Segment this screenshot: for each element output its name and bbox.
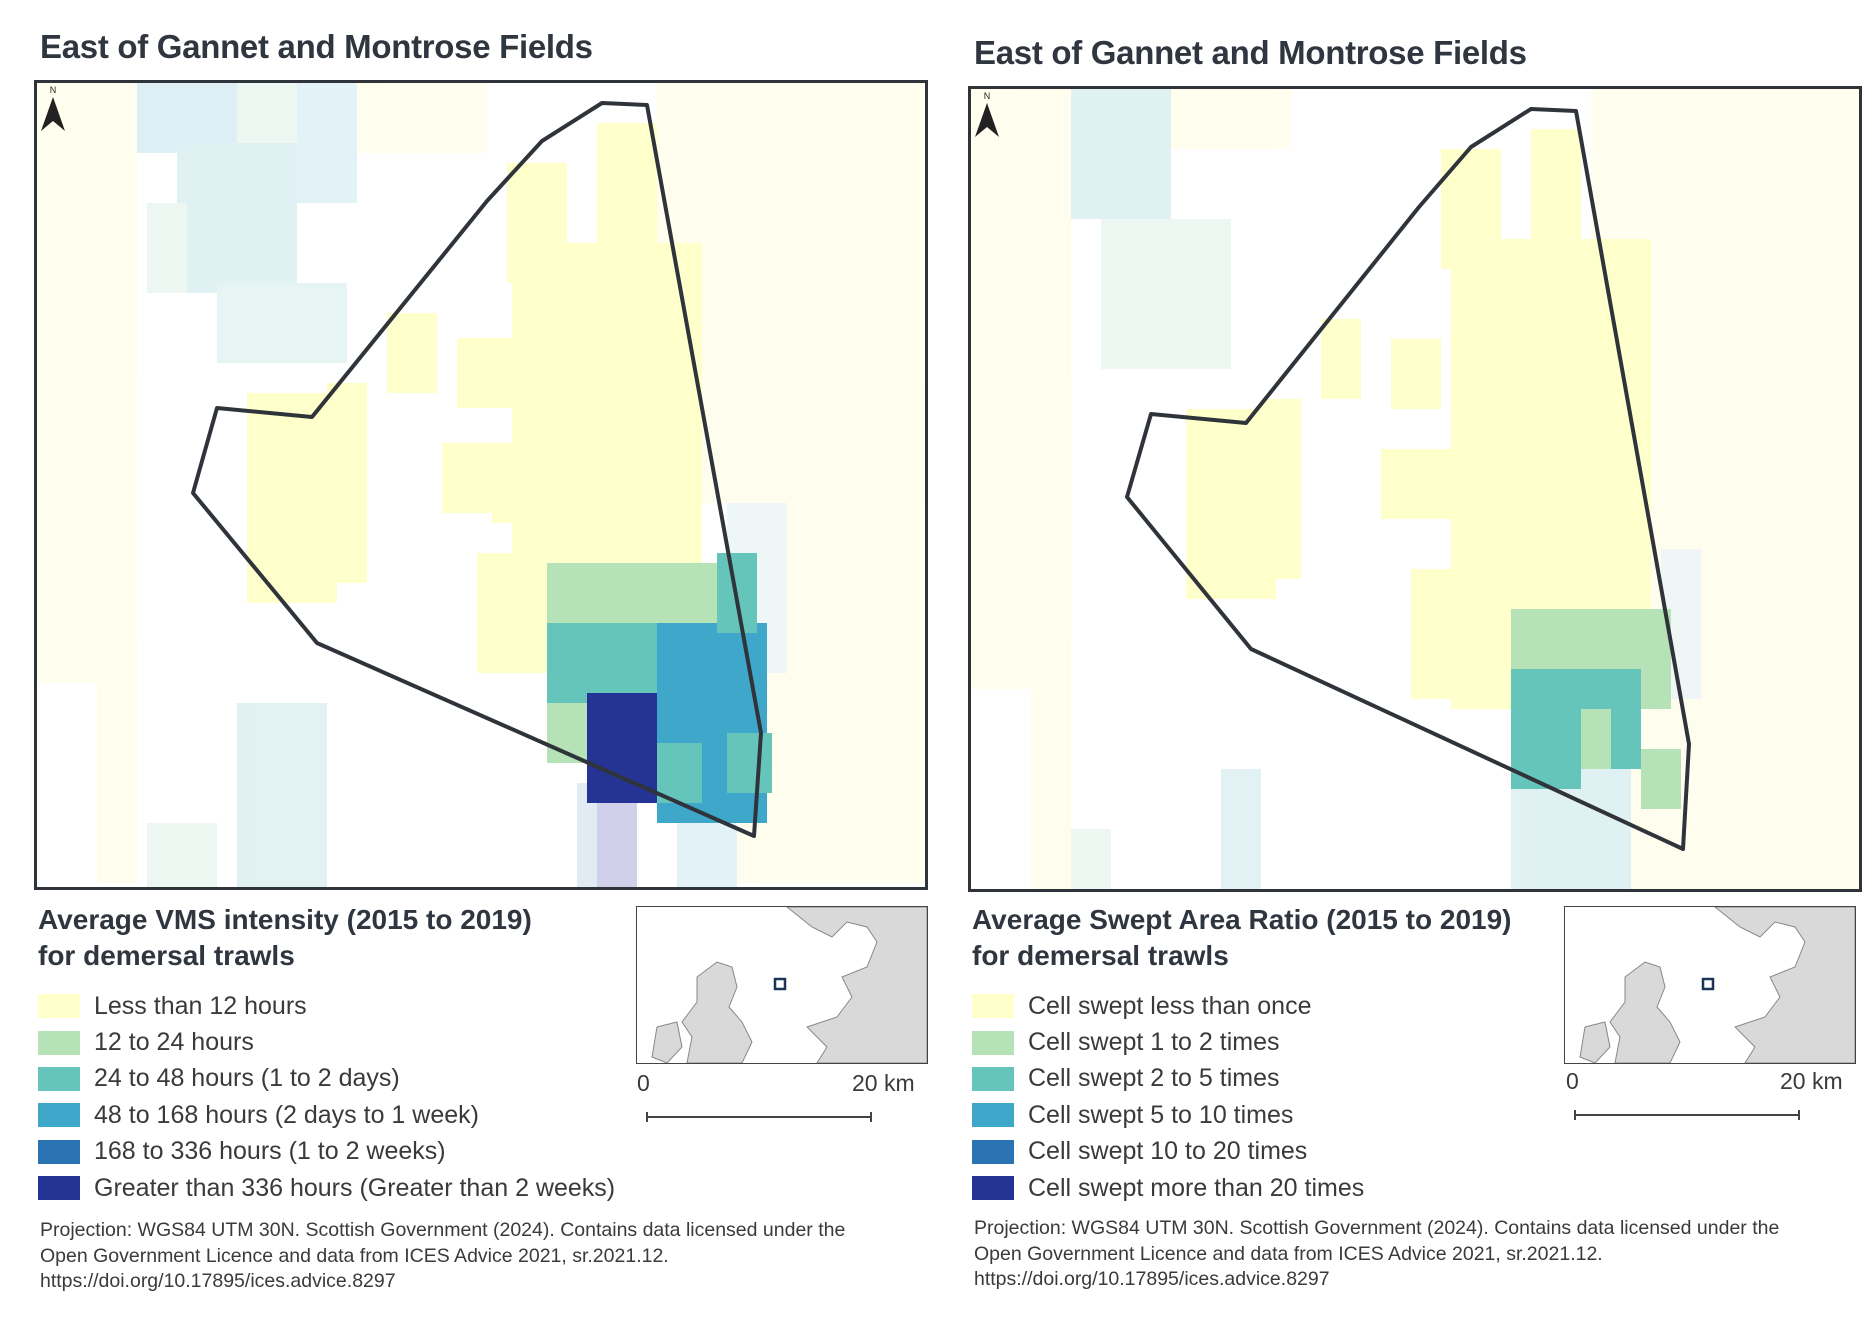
legend-label: Greater than 336 hours (Greater than 2 w… [94,1173,616,1202]
scale-max-label: 20 km [1780,1068,1843,1094]
legend-swatch [38,1139,80,1164]
legend: Cell swept less than once Cell swept 1 to… [972,988,1364,1206]
legend-label: 48 to 168 hours (2 days to 1 week) [94,1100,479,1129]
inside-cells [1186,129,1681,809]
legend-item: Cell swept more than 20 times [972,1170,1364,1206]
outside-cells [971,89,1859,889]
legend-swatch [972,1103,1014,1128]
legend-swatch [38,1066,80,1091]
legend-label: Cell swept less than once [1028,991,1312,1020]
legend-swatch [38,994,80,1019]
locator-inset-map [1564,906,1856,1064]
map-frame[interactable]: N [968,86,1862,892]
locator-inset-map [636,906,928,1064]
vms-intensity-map-panel: East of Gannet and Montrose Fields [0,0,930,1334]
legend-label: Cell swept more than 20 times [1028,1173,1365,1202]
legend-label: Less than 12 hours [94,991,307,1020]
legend-swatch [38,1103,80,1128]
scale-bar [646,1112,872,1122]
legend-swatch [972,1176,1014,1201]
legend-swatch [38,1030,80,1055]
legend-swatch [972,1066,1014,1091]
legend-label: 168 to 336 hours (1 to 2 weeks) [94,1137,446,1166]
svg-text:N: N [984,91,991,101]
site-boundary [1125,107,1691,851]
legend-label: Cell swept 1 to 2 times [1028,1028,1280,1057]
north-arrow-icon: N [975,91,999,137]
legend: Less than 12 hours 12 to 24 hours 24 to 48… [38,988,615,1206]
swept-area-ratio-map-panel: East of Gannet and Montrose Fields [934,0,1864,1334]
map-frame[interactable]: N [34,80,928,890]
scale-bar [1574,1110,1800,1120]
scale-zero-label: 0 [637,1070,650,1096]
legend-item: Cell swept 5 to 10 times [972,1097,1364,1133]
legend-swatch [972,1030,1014,1055]
map-title: East of Gannet and Montrose Fields [974,34,1527,71]
scale-zero-label: 0 [1566,1068,1579,1094]
legend-item: Greater than 336 hours (Greater than 2 w… [38,1170,615,1206]
north-arrow-icon: N [41,85,65,131]
legend-item: 12 to 24 hours [38,1024,615,1060]
legend-item: Cell swept 2 to 5 times [972,1061,1364,1097]
legend-item: Less than 12 hours [38,988,615,1024]
credits: Projection: WGS84 UTM 30N. Scottish Gove… [40,1219,846,1292]
map-title: East of Gannet and Montrose Fields [40,28,593,65]
legend-item: 24 to 48 hours (1 to 2 days) [38,1061,615,1097]
legend-label: 24 to 48 hours (1 to 2 days) [94,1064,400,1093]
legend-label: 12 to 24 hours [94,1028,254,1057]
site-boundary [191,101,763,838]
scale-max-label: 20 km [852,1070,915,1096]
legend-item: 168 to 336 hours (1 to 2 weeks) [38,1134,615,1170]
inside-cells [247,123,772,823]
legend-title: Average Swept Area Ratio (2015 to 2019) … [972,904,1512,971]
legend-item: 48 to 168 hours (2 days to 1 week) [38,1097,615,1133]
legend-swatch [38,1176,80,1201]
legend-swatch [972,1139,1014,1164]
credits: Projection: WGS84 UTM 30N. Scottish Gove… [974,1217,1780,1290]
legend-title: Average VMS intensity (2015 to 2019) for… [38,904,532,971]
legend-item: Cell swept less than once [972,988,1364,1024]
map-canvas [37,83,925,887]
legend-label: Cell swept 10 to 20 times [1028,1137,1308,1166]
svg-text:N: N [50,85,57,95]
legend-label: Cell swept 2 to 5 times [1028,1064,1280,1093]
legend-swatch [972,994,1014,1019]
legend-item: Cell swept 10 to 20 times [972,1134,1364,1170]
legend-item: Cell swept 1 to 2 times [972,1024,1364,1060]
legend-label: Cell swept 5 to 10 times [1028,1100,1294,1129]
map-canvas [971,89,1859,889]
